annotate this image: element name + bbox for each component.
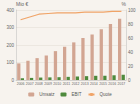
svg-text:80: 80: [128, 22, 134, 27]
svg-text:EBIT: EBIT: [71, 92, 81, 97]
svg-text:300: 300: [6, 25, 14, 30]
svg-text:2013: 2013: [81, 82, 89, 86]
svg-text:2011: 2011: [63, 82, 71, 86]
svg-text:%: %: [122, 1, 127, 7]
svg-text:2007: 2007: [26, 82, 34, 86]
svg-text:2010: 2010: [53, 82, 61, 86]
svg-text:100: 100: [128, 8, 136, 13]
svg-text:2009: 2009: [44, 82, 52, 86]
svg-text:2015: 2015: [99, 82, 107, 86]
svg-text:0: 0: [11, 78, 14, 83]
svg-text:20: 20: [128, 64, 134, 69]
svg-text:Quote: Quote: [99, 92, 112, 97]
svg-text:2016: 2016: [108, 82, 116, 86]
svg-text:Umsatz: Umsatz: [39, 92, 55, 97]
svg-text:100: 100: [6, 60, 14, 65]
svg-text:2006: 2006: [17, 82, 25, 86]
svg-text:2012: 2012: [72, 82, 80, 86]
svg-text:2008: 2008: [35, 82, 43, 86]
svg-text:Mio €: Mio €: [16, 1, 28, 7]
svg-text:0: 0: [128, 78, 131, 83]
svg-text:2017: 2017: [118, 82, 126, 86]
svg-text:400: 400: [6, 8, 14, 13]
svg-text:60: 60: [128, 36, 134, 41]
svg-text:200: 200: [6, 43, 14, 48]
svg-text:40: 40: [128, 50, 134, 55]
svg-text:2014: 2014: [90, 82, 98, 86]
